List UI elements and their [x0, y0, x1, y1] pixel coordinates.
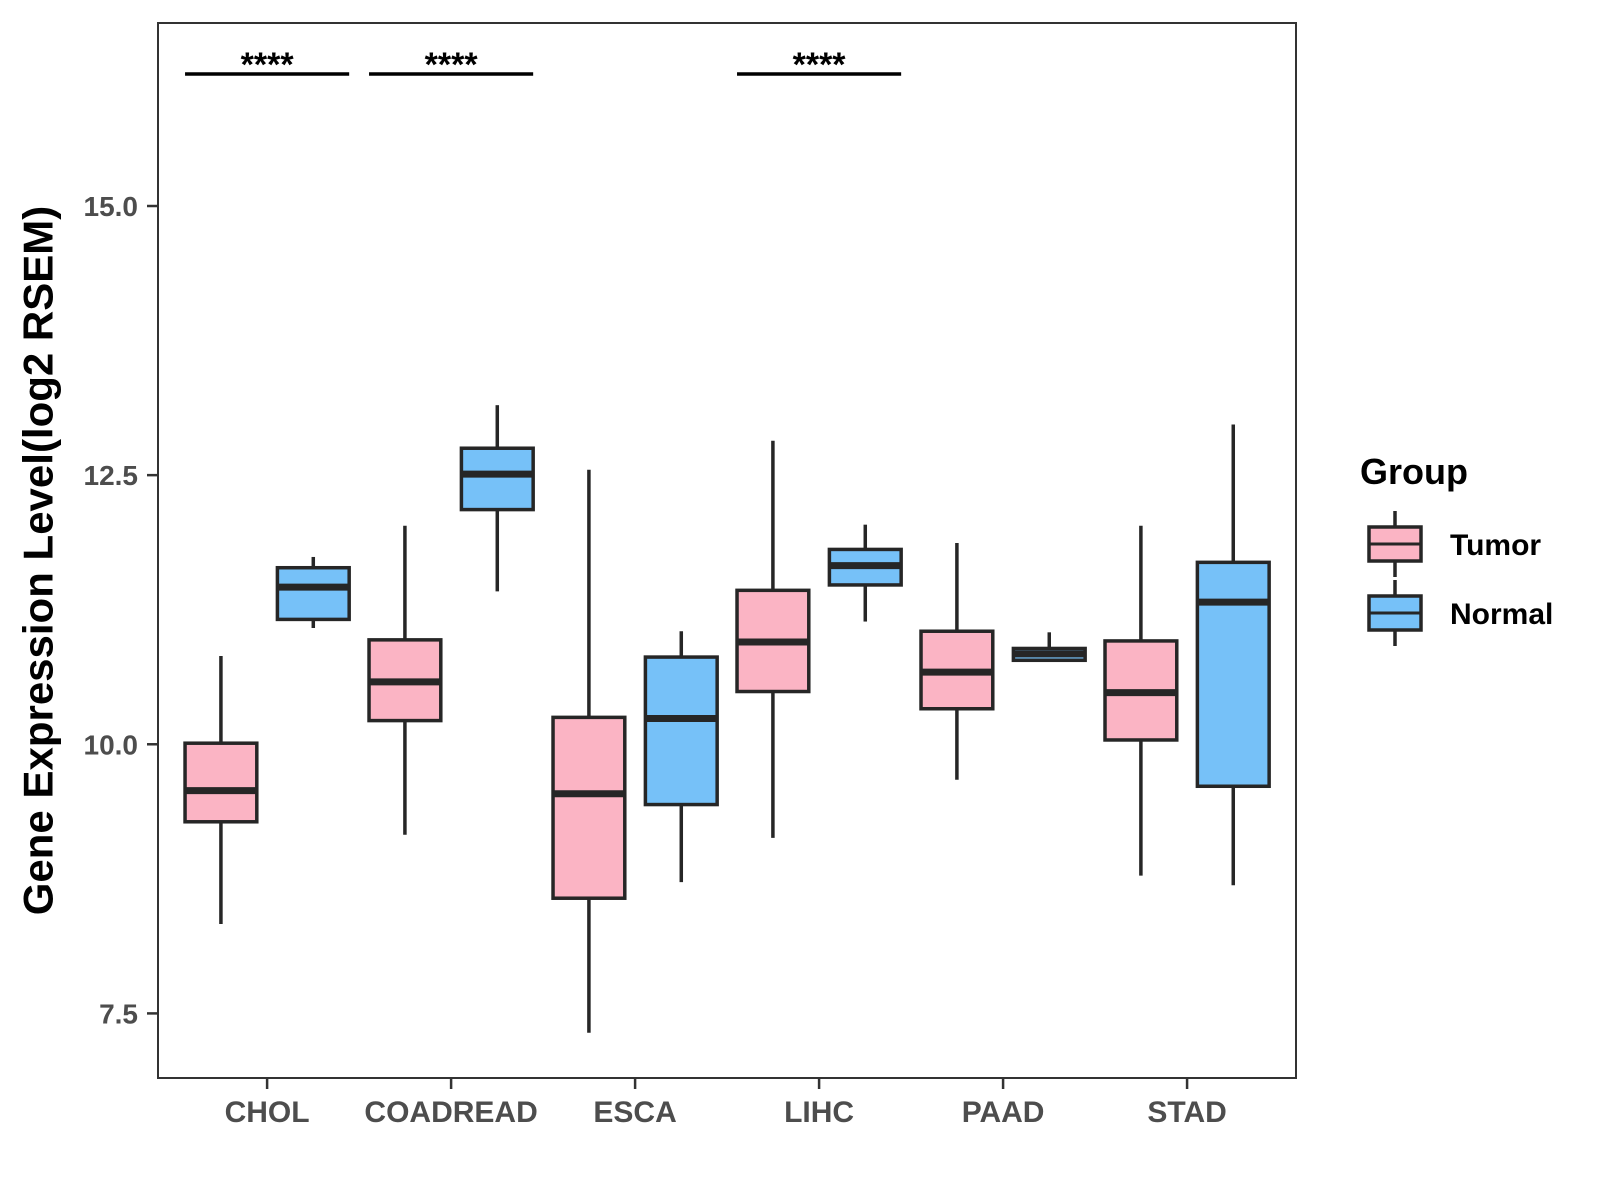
x-tick-label-lihc: LIHC — [784, 1096, 854, 1129]
box-tumor-chol — [183, 656, 259, 925]
box-normal-coadread — [459, 405, 535, 592]
box-normal-lihc — [827, 524, 903, 622]
x-tick-label-stad: STAD — [1147, 1096, 1226, 1129]
box-normal-paad — [1011, 632, 1087, 663]
x-tick-label-esca: ESCA — [593, 1096, 676, 1129]
significance-label-chol: **** — [241, 46, 295, 84]
significance-label-coadread: **** — [425, 46, 479, 84]
box-tumor-chol-iqr — [183, 741, 259, 824]
legend-key-normal — [1367, 580, 1423, 646]
box-tumor-esca — [551, 469, 627, 1033]
box-normal-esca — [643, 631, 719, 883]
y-tick-label-3: 15.0 — [84, 191, 139, 222]
x-tick-label-paad: PAAD — [962, 1096, 1045, 1129]
box-normal-stad-iqr — [1195, 560, 1271, 789]
box-normal-stad — [1195, 424, 1271, 886]
legend-key-tumor — [1367, 511, 1423, 577]
significance-label-lihc: **** — [793, 46, 847, 84]
box-tumor-esca-iqr — [551, 715, 627, 900]
box-tumor-coadread — [367, 525, 443, 835]
legend-label-normal: Normal — [1450, 598, 1553, 631]
box-normal-chol — [275, 556, 351, 629]
axes: 7.5 10.0 12.5 15.0 CHOL COADREAD ESCA LIHC PAAD S… — [84, 191, 1227, 1129]
box-normal-chol-iqr — [275, 565, 351, 622]
y-tick-label-2: 12.5 — [84, 460, 139, 491]
legend: Group Tumor Normal — [1360, 451, 1553, 646]
y-tick-label-0: 7.5 — [99, 998, 138, 1029]
box-tumor-lihc — [735, 440, 811, 838]
x-tick-label-coadread: COADREAD — [364, 1096, 537, 1129]
box-normal-esca-iqr — [643, 655, 719, 807]
legend-label-tumor: Tumor — [1450, 529, 1541, 562]
y-axis-title: Gene Expression Level(log2 RSEM) — [15, 206, 62, 916]
plot-panel-border — [157, 22, 1297, 1079]
box-tumor-stad — [1103, 525, 1179, 876]
legend-title: Group — [1360, 451, 1468, 492]
y-tick-label-1: 10.0 — [84, 729, 139, 760]
x-tick-label-chol: CHOL — [225, 1096, 310, 1129]
box-normal-coadread-iqr — [459, 446, 535, 512]
plot-area: **** **** **** — [183, 46, 1271, 1033]
box-tumor-paad — [919, 542, 995, 780]
